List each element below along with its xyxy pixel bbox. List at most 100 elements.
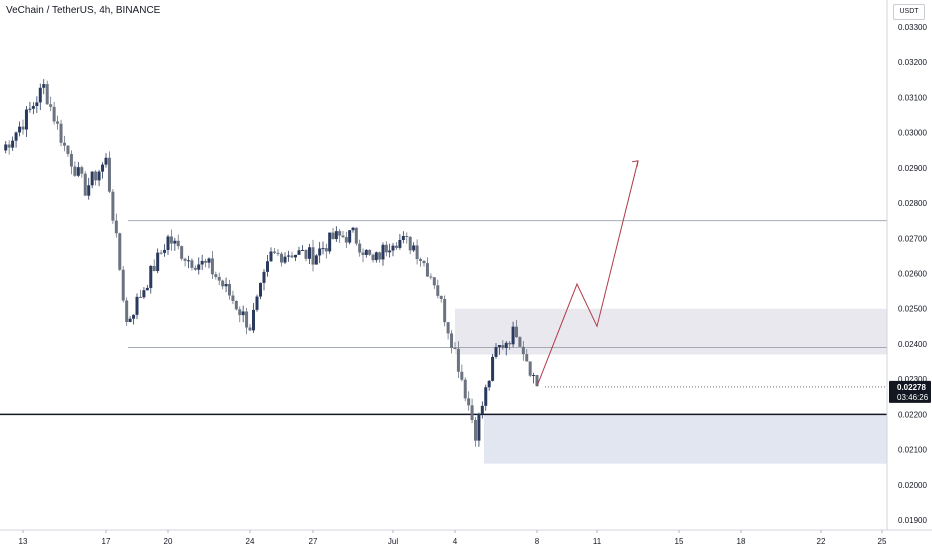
price-tick-label: 0.02600 (898, 270, 927, 279)
candle-body (14, 132, 18, 141)
candle-body (145, 287, 149, 291)
candle-body (125, 300, 129, 322)
candle-body (525, 354, 529, 362)
candle-body (83, 173, 87, 196)
candle-body (297, 250, 301, 255)
candle-body (224, 283, 228, 287)
candle-body (266, 261, 269, 272)
time-tick-label: 18 (737, 537, 746, 546)
candle-body (388, 250, 392, 253)
candle-body (66, 145, 70, 154)
candle-body (328, 232, 332, 252)
candle-body (391, 245, 395, 251)
candle-body (361, 252, 365, 255)
candle-body (501, 344, 505, 349)
candle-body (180, 246, 184, 259)
price-tick-label: 0.02400 (898, 340, 927, 349)
zones-layer (455, 308, 887, 464)
chart-title: VeChain / TetherUS, 4h, BINANCE (6, 5, 161, 16)
candle-body (204, 260, 208, 263)
candle-body (259, 282, 262, 297)
candle-body (334, 231, 338, 240)
candle-body (470, 405, 474, 420)
candle-body (324, 248, 328, 252)
candle-body (341, 235, 345, 238)
candle-body (221, 280, 225, 287)
candle-body (484, 387, 488, 406)
candle-body (408, 236, 412, 251)
candle-body (97, 171, 101, 181)
price-tick-label: 0.02700 (898, 234, 927, 243)
time-tick-label: Jul (388, 537, 398, 546)
candle-body (42, 84, 46, 88)
candle-body (52, 106, 56, 122)
candle-body (521, 346, 525, 355)
candle-body (338, 231, 342, 236)
candle-body (535, 375, 539, 387)
candle-body (90, 171, 94, 186)
candle-body (294, 254, 297, 258)
candle-body (245, 311, 249, 328)
candle-body (374, 252, 378, 261)
candle-body (248, 327, 252, 331)
candle-body (443, 298, 447, 323)
candle-body (114, 220, 118, 234)
candle-body (187, 260, 190, 262)
candle-body (101, 164, 105, 172)
time-tick-label: 4 (453, 537, 458, 546)
candle-body (121, 269, 125, 301)
projection-layer (536, 160, 639, 387)
candle-body (487, 380, 491, 388)
price-tick-label: 0.03200 (898, 58, 927, 67)
time-tick-label: 24 (246, 537, 255, 546)
candle-body (344, 237, 348, 243)
time-tick-label: 11 (593, 537, 602, 546)
candle-body (4, 144, 8, 151)
zone-1 (455, 308, 887, 355)
last-price-box (889, 380, 931, 403)
candle-body (518, 337, 522, 347)
time-axis: 13 17 20 24 27 Jul 4 8 11 15 18 22 25 (19, 530, 887, 546)
candle-body (193, 267, 197, 270)
time-tick-label: 17 (102, 537, 111, 546)
candle-body (252, 309, 255, 331)
time-tick-label: 22 (817, 537, 826, 546)
candle-body (255, 296, 259, 310)
candle-body (354, 227, 358, 244)
price-tick-label: 0.03300 (898, 23, 927, 32)
candle-body (142, 290, 146, 298)
currency-selector[interactable]: USDT (893, 4, 925, 20)
candle-body (214, 274, 218, 277)
candle-body (176, 240, 180, 247)
candle-body (287, 255, 290, 257)
last-price-value: 0.02278 (897, 383, 926, 392)
candle-body (59, 123, 63, 143)
candle-body (314, 255, 318, 265)
candle-body (467, 398, 471, 406)
candle-body (228, 283, 231, 296)
candle-body (351, 227, 355, 231)
candle-body (477, 413, 481, 441)
candle-body (24, 109, 28, 130)
price-tick-label: 0.02000 (898, 481, 927, 490)
candle-body (149, 265, 153, 288)
candle-body (381, 244, 385, 260)
candle-body (308, 247, 311, 259)
candle-body (11, 140, 15, 148)
candle-body (132, 314, 136, 319)
zone-2 (484, 414, 887, 464)
candle-body (49, 104, 53, 107)
candle-body (21, 126, 25, 130)
candle-body (290, 255, 294, 258)
candle-body (508, 342, 512, 345)
time-tick-label: 27 (309, 537, 318, 546)
candle-body (497, 344, 501, 348)
candle-body (318, 248, 322, 256)
candle-body (450, 333, 454, 349)
candle-body (504, 342, 508, 349)
candle-body (135, 296, 139, 315)
candle-body (76, 167, 80, 176)
candle-body (364, 249, 368, 255)
candle-body (80, 167, 84, 174)
